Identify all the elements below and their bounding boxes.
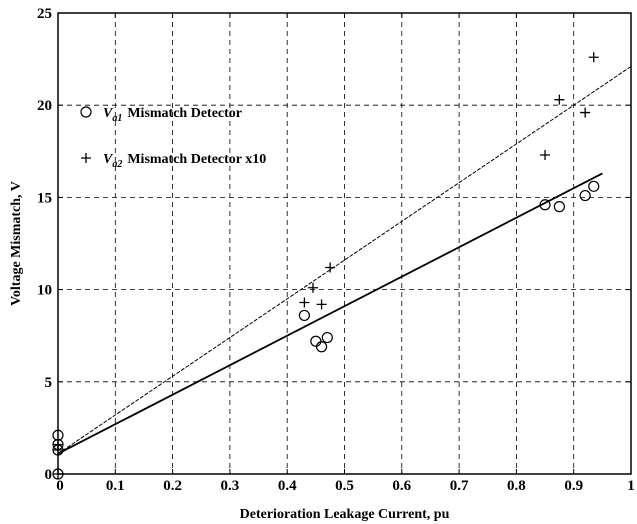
data-point-plus	[554, 94, 565, 105]
data-point-plus	[588, 52, 599, 63]
data-point-plus	[307, 282, 318, 293]
x-tick-label: 0.9	[564, 478, 583, 494]
data-point-plus	[540, 149, 551, 160]
y-tick-label: 15	[37, 190, 52, 206]
data-point-plus	[53, 469, 63, 479]
x-axis-ticks: 0 0.1 0.2 0.3 0.4 0.5 0.6 0.7 0.8 0.9 1	[56, 13, 635, 494]
data-points	[52, 52, 600, 480]
legend: Va1 Mismatch Detector Va2 Mismatch Detecto…	[80, 106, 266, 170]
data-point-circle	[298, 309, 310, 322]
x-tick-label: 0.7	[450, 478, 469, 494]
data-point-plus	[580, 107, 591, 118]
data-point-plus	[316, 299, 327, 310]
legend-symbol: V	[103, 106, 114, 121]
x-tick-label: 0	[56, 478, 64, 494]
data-point-circle	[588, 180, 600, 192]
y-tick-label: 5	[45, 375, 53, 391]
fit-line-va1	[57, 172, 603, 455]
x-tick-label: 0.4	[278, 478, 297, 494]
legend-marker-plus	[81, 153, 91, 163]
y-axis-label: Voltage Mismatch, V	[9, 181, 24, 306]
grid-lines	[58, 13, 631, 474]
data-point-circle	[315, 341, 328, 353]
x-tick-label: 0.6	[392, 478, 411, 494]
data-point-circle	[553, 201, 565, 213]
y-tick-label: 10	[37, 283, 52, 299]
data-point-circle	[321, 331, 333, 344]
y-tick-label: 0	[45, 467, 53, 483]
data-point-plus	[299, 297, 310, 308]
data-point-circle	[539, 199, 551, 211]
data-point-circle	[579, 189, 591, 202]
x-tick-label: 0.3	[221, 478, 240, 494]
x-tick-label: 0.5	[335, 478, 354, 494]
x-tick-label: 0.8	[507, 478, 526, 494]
data-point-plus	[53, 439, 63, 450]
y-axis-ticks: 0 5 10 15 20 25	[37, 6, 631, 483]
y-tick-label: 25	[37, 6, 52, 22]
x-axis-label: Deterioration Leakage Current, pu	[240, 507, 450, 522]
legend-marker-circle	[80, 106, 92, 118]
legend-symbol: V	[103, 152, 114, 167]
x-tick-label: 0.1	[106, 478, 125, 494]
legend-subscript: a2	[112, 159, 122, 170]
x-tick-label: 1	[627, 478, 635, 494]
legend-item-va1: Va1 Mismatch Detector	[80, 106, 242, 124]
y-tick-label: 20	[37, 98, 52, 114]
data-point-plus	[325, 262, 336, 273]
fit-lines	[57, 66, 632, 455]
legend-subscript: a1	[112, 113, 122, 124]
legend-text: Mismatch Detector	[127, 106, 242, 121]
legend-text: Mismatch Detector x10	[127, 152, 266, 167]
legend-item-va2: Va2 Mismatch Detector x10	[81, 152, 266, 170]
x-tick-label: 0.2	[163, 478, 182, 494]
legend-label-va1: Va1 Mismatch Detector	[103, 106, 242, 124]
legend-label-va2: Va2 Mismatch Detector x10	[103, 152, 266, 170]
